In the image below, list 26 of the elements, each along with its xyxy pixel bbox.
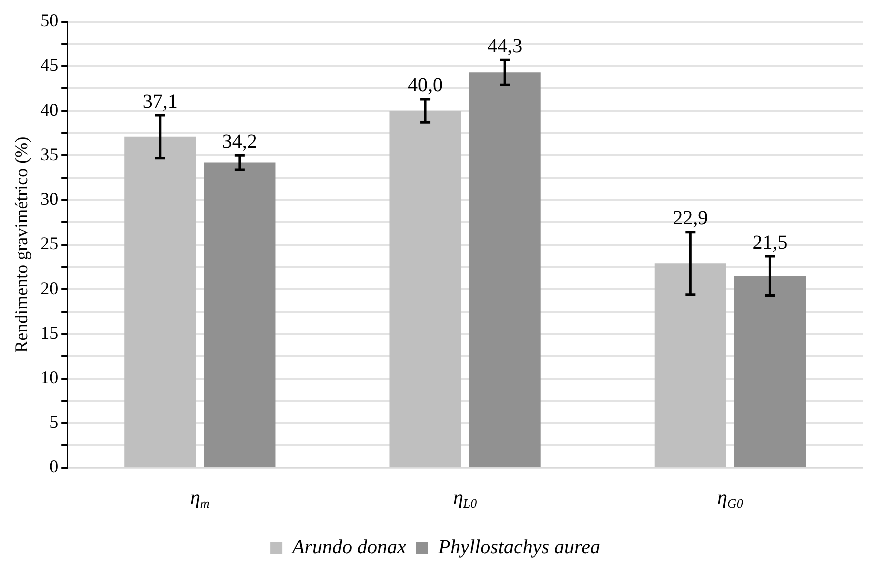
y-tick-label: 50 [40,10,59,31]
data-label: 34,2 [222,130,258,153]
y-tick-label: 15 [40,322,59,343]
data-label: 37,1 [142,90,178,113]
bar [124,136,196,467]
y-tick-label: 0 [50,456,59,477]
bar [204,162,276,467]
legend-label: Phyllostachys aurea [437,536,600,558]
y-tick-label: 30 [40,189,59,210]
data-label: 22,9 [673,208,708,230]
bar [469,72,541,467]
y-tick-label: 10 [40,367,59,388]
data-label: 40,0 [408,74,444,97]
bar [654,264,726,467]
y-tick-label: 40 [40,100,59,120]
y-tick-label: 25 [40,234,59,254]
data-label: 21,5 [752,232,788,254]
legend-label: Arundo donax [290,536,407,558]
y-tick-label: 20 [40,278,59,298]
data-label: 44,3 [488,35,523,58]
y-tick-label: 5 [50,412,59,432]
y-axis-title: Rendimento gravimétrico (%) [12,136,32,353]
bar [390,111,462,467]
y-tick-label: 35 [40,144,59,164]
y-tick-label: 45 [40,55,59,76]
bar [734,276,806,467]
